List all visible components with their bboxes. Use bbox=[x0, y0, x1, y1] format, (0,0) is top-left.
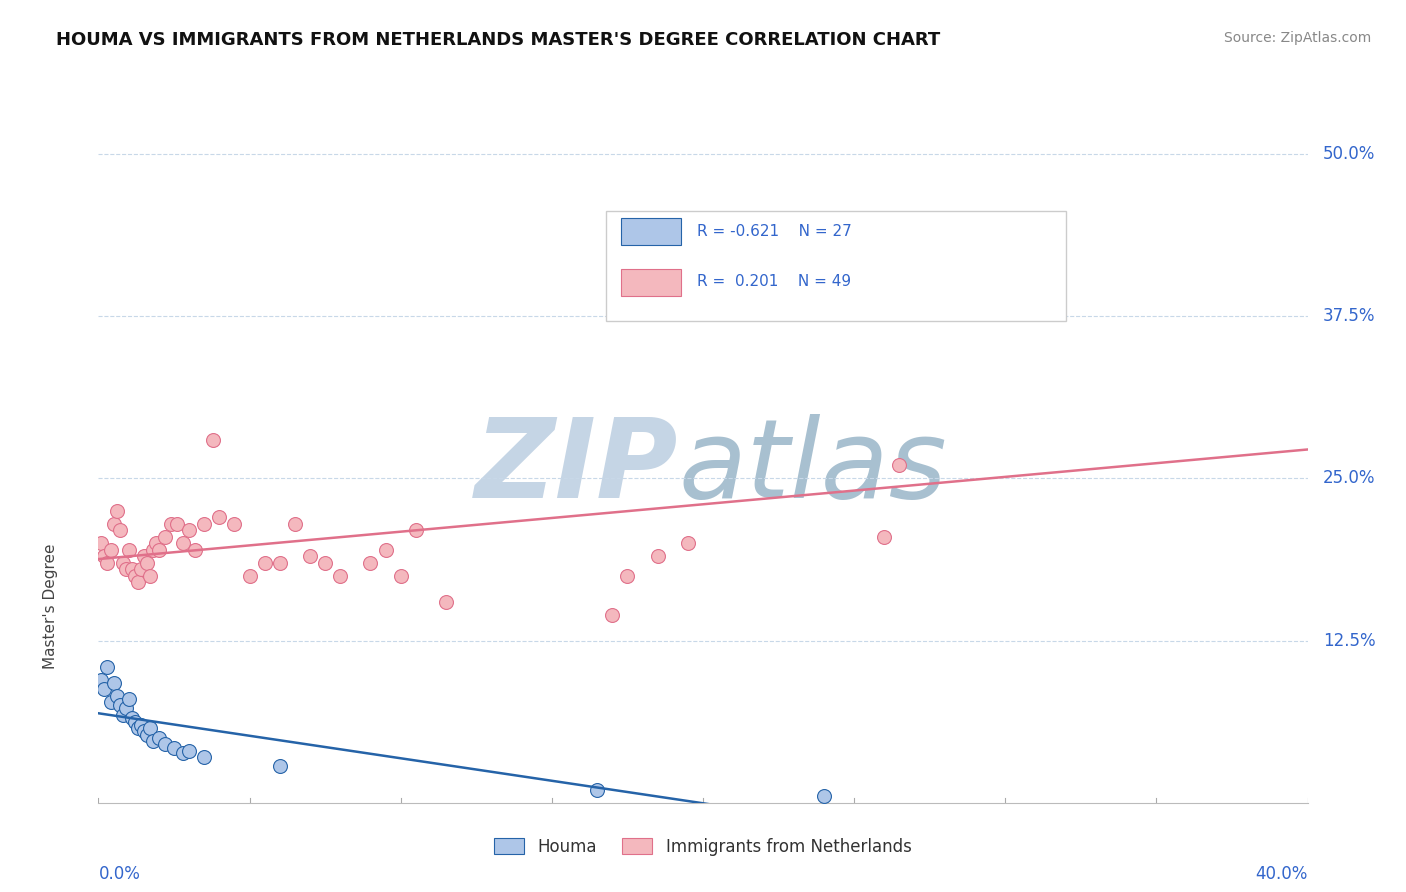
Point bbox=[127, 575, 149, 590]
Point bbox=[163, 741, 186, 756]
Point bbox=[586, 782, 609, 797]
Point bbox=[676, 536, 699, 550]
Point bbox=[299, 549, 322, 564]
Point bbox=[105, 504, 128, 518]
Point bbox=[405, 524, 427, 538]
Bar bbox=[621, 269, 682, 296]
Point bbox=[253, 556, 276, 570]
Point bbox=[360, 556, 382, 570]
Point bbox=[153, 530, 176, 544]
Point bbox=[111, 707, 134, 722]
Point bbox=[904, 225, 927, 239]
Point bbox=[193, 750, 215, 764]
Point bbox=[284, 516, 307, 531]
Point bbox=[177, 744, 201, 758]
Point bbox=[329, 568, 352, 582]
Point bbox=[96, 556, 118, 570]
Point bbox=[889, 458, 911, 473]
Point bbox=[269, 556, 291, 570]
Point bbox=[160, 516, 183, 531]
Text: 37.5%: 37.5% bbox=[1323, 307, 1375, 326]
Point bbox=[208, 510, 231, 524]
Point bbox=[374, 542, 396, 557]
Point bbox=[100, 695, 122, 709]
Point bbox=[129, 718, 152, 732]
Point bbox=[873, 530, 896, 544]
Point bbox=[129, 562, 152, 576]
Legend: Houma, Immigrants from Netherlands: Houma, Immigrants from Netherlands bbox=[488, 831, 918, 863]
Text: 0.0%: 0.0% bbox=[98, 865, 141, 883]
Point bbox=[108, 698, 131, 713]
Point bbox=[389, 568, 412, 582]
Point bbox=[132, 549, 155, 564]
Point bbox=[139, 568, 162, 582]
Point bbox=[602, 607, 624, 622]
Point bbox=[121, 562, 143, 576]
Point bbox=[103, 676, 125, 690]
Point bbox=[114, 562, 136, 576]
Text: R =  0.201    N = 49: R = 0.201 N = 49 bbox=[697, 275, 851, 289]
Point bbox=[100, 542, 122, 557]
Point bbox=[139, 721, 162, 735]
Text: ZIP: ZIP bbox=[475, 414, 679, 521]
Point bbox=[93, 681, 115, 696]
Text: Source: ZipAtlas.com: Source: ZipAtlas.com bbox=[1223, 31, 1371, 45]
Point bbox=[132, 724, 155, 739]
Point bbox=[135, 728, 157, 742]
Point bbox=[118, 542, 141, 557]
FancyBboxPatch shape bbox=[606, 211, 1066, 321]
Point bbox=[269, 759, 291, 773]
Point bbox=[616, 568, 638, 582]
Text: HOUMA VS IMMIGRANTS FROM NETHERLANDS MASTER'S DEGREE CORRELATION CHART: HOUMA VS IMMIGRANTS FROM NETHERLANDS MAS… bbox=[56, 31, 941, 49]
Bar bbox=[621, 218, 682, 244]
Point bbox=[114, 701, 136, 715]
Point bbox=[202, 433, 225, 447]
Text: Master's Degree: Master's Degree bbox=[42, 544, 58, 669]
Point bbox=[239, 568, 262, 582]
Point bbox=[813, 789, 835, 804]
Point bbox=[93, 549, 115, 564]
Point bbox=[177, 524, 201, 538]
Point bbox=[153, 738, 176, 752]
Point bbox=[224, 516, 246, 531]
Text: R = -0.621    N = 27: R = -0.621 N = 27 bbox=[697, 225, 852, 239]
Point bbox=[142, 733, 165, 747]
Text: atlas: atlas bbox=[679, 414, 948, 521]
Point bbox=[124, 715, 146, 730]
Point bbox=[314, 556, 336, 570]
Point bbox=[142, 542, 165, 557]
Point bbox=[121, 711, 143, 725]
Point bbox=[135, 556, 157, 570]
Point bbox=[166, 516, 188, 531]
Text: 25.0%: 25.0% bbox=[1323, 469, 1375, 487]
Point bbox=[193, 516, 215, 531]
Text: 12.5%: 12.5% bbox=[1323, 632, 1375, 649]
Point bbox=[148, 542, 170, 557]
Point bbox=[434, 595, 457, 609]
Text: 40.0%: 40.0% bbox=[1256, 865, 1308, 883]
Point bbox=[647, 549, 669, 564]
Point bbox=[145, 536, 167, 550]
Point bbox=[90, 536, 112, 550]
Point bbox=[90, 673, 112, 687]
Point bbox=[103, 516, 125, 531]
Point bbox=[124, 568, 146, 582]
Point bbox=[111, 556, 134, 570]
Point bbox=[172, 536, 194, 550]
Point bbox=[127, 721, 149, 735]
Point bbox=[172, 747, 194, 761]
Point bbox=[108, 524, 131, 538]
Point bbox=[96, 659, 118, 673]
Point bbox=[105, 690, 128, 704]
Point bbox=[184, 542, 207, 557]
Point bbox=[118, 692, 141, 706]
Point bbox=[148, 731, 170, 745]
Text: 50.0%: 50.0% bbox=[1323, 145, 1375, 163]
